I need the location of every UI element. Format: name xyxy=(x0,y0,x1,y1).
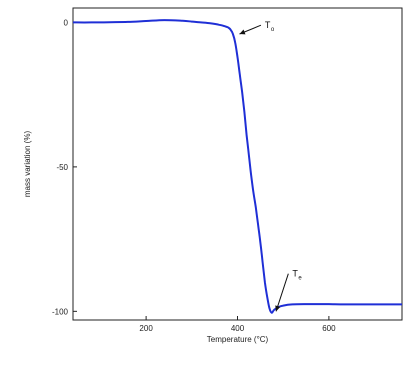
x-tick-label: 200 xyxy=(139,324,153,333)
annotation-subscript: e xyxy=(298,276,302,282)
annotation-subscript: o xyxy=(271,27,275,33)
y-tick-label: -100 xyxy=(52,307,69,316)
annotation-arrow-head xyxy=(275,305,281,312)
axis-ticks: 200 400 600 0 -50 -100 xyxy=(52,18,336,333)
x-axis-title: Temperature (°C) xyxy=(207,335,269,344)
annotation-arrow-head xyxy=(239,29,246,35)
annotation-label: T xyxy=(292,269,298,279)
x-tick-label: 400 xyxy=(231,324,245,333)
y-axis-title: mass variation (%) xyxy=(23,131,32,198)
y-tick-label: 0 xyxy=(64,18,69,27)
y-tick-label: -50 xyxy=(56,163,68,172)
series-line xyxy=(72,19,402,314)
annotation-label: T xyxy=(265,20,271,30)
annotation-arrow-line xyxy=(275,273,289,312)
x-tick-label: 600 xyxy=(322,324,336,333)
